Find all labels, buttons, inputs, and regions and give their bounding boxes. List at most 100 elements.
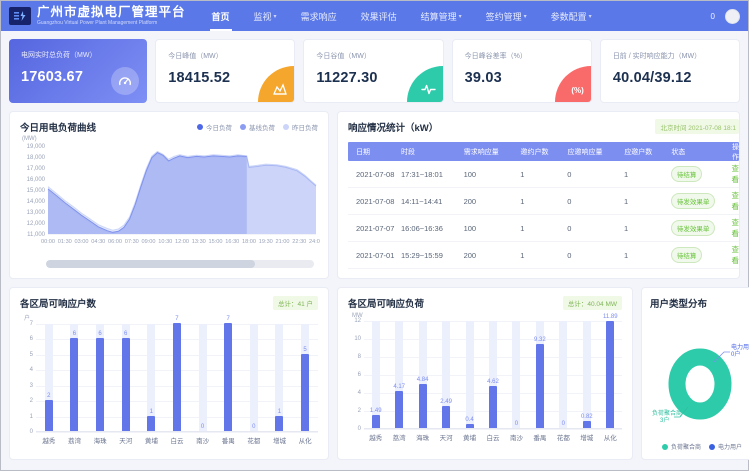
legend-item-2[interactable]: 昨日负荷: [283, 122, 318, 132]
chart-zoom-handle[interactable]: [46, 260, 256, 268]
district-load-panel: 各区局可响应负荷 总计：40.04 MW MW 0 2 4 6 8 10 12 1.49 4.17…: [337, 287, 633, 460]
user-avatar[interactable]: [725, 8, 740, 24]
bar[interactable]: 7: [224, 316, 233, 431]
dashboard-content: 电网实时总负荷（MW） 17603.67 今日峰值（MW） 18415.52 今日谷值（…: [1, 31, 749, 470]
bar[interactable]: 1.49: [370, 408, 382, 428]
bar-value-label: 1: [149, 408, 153, 415]
bar[interactable]: 5: [301, 347, 310, 431]
cell-status: 待发效果单: [670, 193, 732, 209]
legend-item-0[interactable]: 今日负荷: [197, 122, 232, 132]
cell-invited: 1: [520, 196, 525, 206]
cell-demand: 200: [463, 196, 477, 206]
chart-zoom-slider[interactable]: [46, 260, 314, 268]
bar[interactable]: 1: [147, 409, 156, 431]
user-type-title: 用户类型分布: [650, 299, 708, 310]
legend-dot-icon: [197, 124, 203, 130]
view-link[interactable]: 查看: [731, 218, 740, 238]
cell-action: 查看: [732, 217, 740, 239]
top-navbar: 广州市虚拟电厂管理平台 Guangzhou Virtual Power Plan…: [1, 1, 748, 31]
stat-card-value: 17603.67: [21, 69, 84, 85]
nav-item-1[interactable]: 监视 ▾: [253, 11, 277, 22]
bar-category-label: 黄埔: [144, 438, 158, 445]
svg-text:15,000: 15,000: [27, 188, 46, 194]
bar-track: 0: [249, 324, 258, 431]
bar-category-label: 荔湾: [392, 435, 406, 442]
bar[interactable]: 6: [70, 331, 79, 431]
bar[interactable]: 9.32: [534, 337, 546, 428]
table-header-0: 日期: [356, 148, 370, 156]
bar-track: 0.82: [581, 321, 593, 428]
cell-responded: 0: [567, 169, 572, 179]
district-users-chart: 户 0 1 2 3 4 5 6 7 2 6 6 6 1 7 0 7 0 1 5 越秀 荔湾 海珠 天河 黄埔 白云 南沙 番禺 花都 增城…: [20, 313, 318, 445]
cell-responded-users: 1: [623, 169, 629, 179]
district-users-panel: 各区局可响应户数 总计：41 户 户 0 1 2 3 4 5 6 7 2 6 6 6 1 7 0 7 0 1 5 越秀 荔…: [9, 287, 329, 460]
legend-item-1[interactable]: 基线负荷: [240, 122, 275, 132]
legend-aggregator[interactable]: 负荷聚合商: [661, 442, 701, 451]
bar-value-label: 1: [277, 408, 282, 415]
bar-ytick: 1: [29, 413, 33, 420]
cell-action: 查看: [732, 244, 740, 266]
status-badge: 待发效果单: [670, 193, 716, 209]
table-row: 2021-07-08 14:11~14:41 200 1 0 1 待发效果单 查看: [348, 188, 739, 215]
nav-item-6[interactable]: 参数配置 ▾: [550, 11, 592, 22]
status-badge: 待发效果单: [670, 220, 716, 236]
svg-text:13:30: 13:30: [192, 239, 206, 245]
bar[interactable]: 6: [121, 331, 130, 431]
cell-status: 待发效果单: [670, 220, 732, 236]
app-subtitle: Guangzhou Virtual Power Plant Management…: [37, 19, 158, 26]
message-count[interactable]: 0: [710, 11, 715, 21]
stat-card-0: 电网实时总负荷（MW） 17603.67: [9, 39, 148, 103]
callout-electric-label: 电力用户: [731, 343, 749, 351]
view-link[interactable]: 查看: [731, 191, 740, 211]
svg-text:19,000: 19,000: [27, 144, 46, 150]
bar-value-label: 0.4: [465, 417, 474, 424]
bar-category-label: 越秀: [369, 435, 383, 442]
bar[interactable]: 0.82: [581, 414, 593, 428]
bar[interactable]: 6: [96, 331, 105, 431]
nav-item-5[interactable]: 签约管理 ▾: [485, 11, 527, 22]
bar[interactable]: 2: [44, 393, 53, 431]
stat-card-label: 今日峰值（MW）: [168, 53, 223, 60]
svg-text:16,000: 16,000: [27, 177, 46, 183]
bar-track: 9.32: [534, 321, 546, 428]
cell-responded: 0: [567, 223, 572, 233]
bar-unit-label: 户: [24, 316, 31, 322]
table-row: 2021-07-07 16:06~16:36 100 1 0 1 待发效果单 查看: [348, 215, 739, 242]
view-link[interactable]: 查看: [731, 245, 740, 265]
bar-value-label: 0: [200, 424, 205, 430]
bar[interactable]: 2.49: [440, 399, 452, 428]
cell-date: 2021-07-08: [356, 196, 395, 206]
view-link[interactable]: 查看: [731, 164, 740, 184]
bar-category-label: 白云: [170, 438, 184, 445]
cell-date: 2021-07-08: [356, 169, 395, 179]
bar-category-label: 天河: [119, 438, 133, 445]
bar[interactable]: 1: [275, 409, 284, 431]
stat-card-4: 日前 / 实时响应能力（MW） 40.04/39.12: [599, 39, 741, 103]
bar[interactable]: 4.17: [393, 384, 405, 428]
nav-item-3[interactable]: 效果评估: [360, 11, 397, 22]
bar-ytick: 10: [354, 336, 361, 342]
table-header-1: 时段: [401, 148, 416, 156]
legend-electric[interactable]: 电力用户: [709, 442, 742, 451]
bar[interactable]: 4.84: [417, 377, 428, 428]
nav-item-4[interactable]: 结算管理 ▾: [420, 11, 462, 22]
bar-track: 6: [70, 324, 79, 431]
bar-value-label: 1.49: [369, 407, 382, 414]
logo-icon: [9, 7, 31, 25]
bar-value-label: 7: [226, 316, 230, 322]
bar-value-label: 4.17: [393, 383, 406, 390]
svg-text:19:30: 19:30: [259, 239, 273, 245]
nav-item-2[interactable]: 需求响应: [300, 11, 337, 22]
user-type-donut-chart: 电力用户 0户 负荷聚合商 3户: [652, 343, 749, 424]
svg-text:16:30: 16:30: [225, 239, 239, 245]
bar[interactable]: 4.62: [487, 379, 499, 428]
nav-item-0[interactable]: 首页: [209, 1, 232, 31]
bar[interactable]: 11.89: [603, 314, 618, 428]
table-header-6: 状态: [671, 148, 686, 156]
bar-track: 0: [512, 321, 521, 428]
bar[interactable]: 7: [172, 316, 181, 431]
bar-category-label: 从化: [298, 438, 312, 445]
bar-value-label: 6: [72, 331, 77, 338]
bar[interactable]: 0.4: [465, 417, 474, 428]
stat-card-value: 18415.52: [168, 70, 231, 86]
